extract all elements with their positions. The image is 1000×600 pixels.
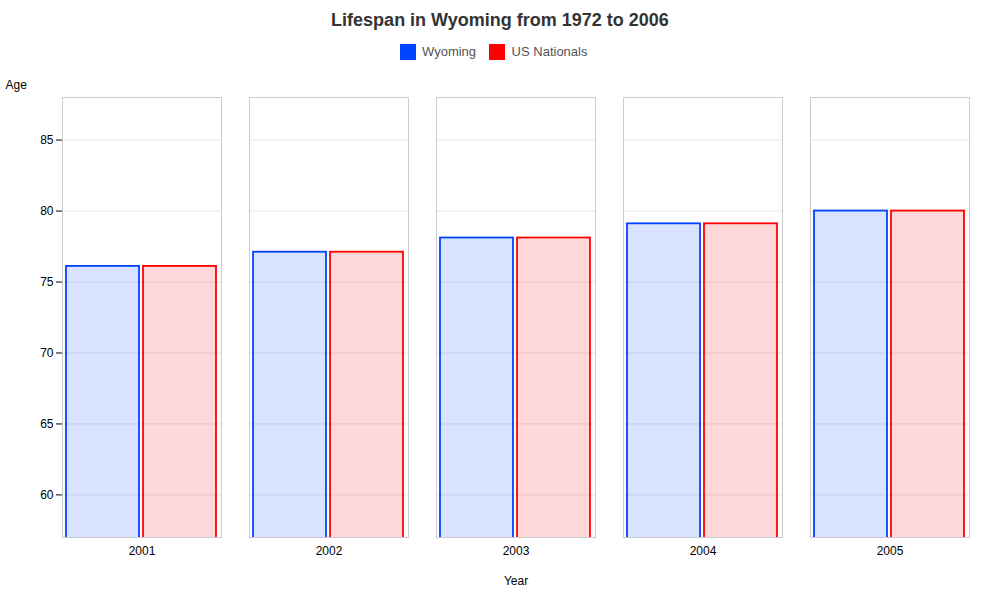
svg-text:2005: 2005 [877,544,904,558]
html-text:Wyoming: Wyoming [422,44,477,59]
svg-text:Age: Age [6,78,28,92]
html-text:US Nationals: US Nationals [511,44,588,59]
svg-text:2003: 2003 [503,544,530,558]
svg-text:65: 65 [40,416,54,430]
html-text:Lifespan in Wyoming from 1972: Lifespan in Wyoming from 1972 to 2006 [331,10,669,30]
svg-text:85: 85 [40,132,54,146]
svg-text:70: 70 [40,345,54,359]
svg-text:60: 60 [40,487,54,501]
svg-text:75: 75 [40,274,54,288]
svg-text:Year: Year [504,573,528,587]
svg-text:2001: 2001 [129,544,156,558]
svg-text:80: 80 [40,203,54,217]
svg-text:2004: 2004 [690,544,717,558]
svg-text:2002: 2002 [316,544,343,558]
